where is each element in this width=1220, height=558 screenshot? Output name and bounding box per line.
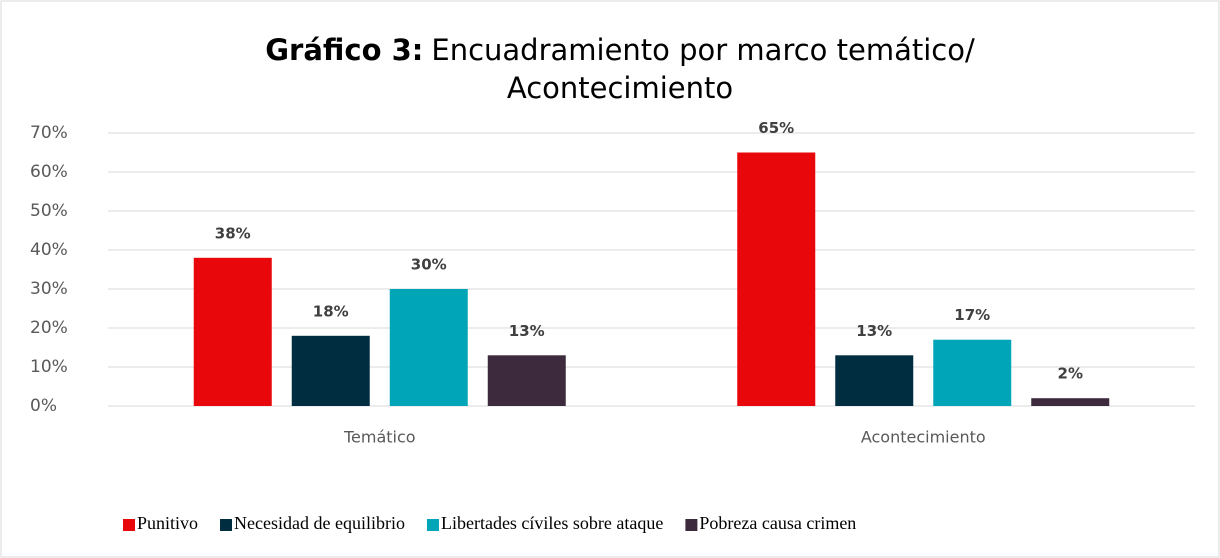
bar [487,355,566,406]
x-tick-label: Acontecimiento [861,428,986,447]
legend-swatch [426,519,439,531]
legend-label: Punitivo [137,513,198,533]
y-tick-label: 70% [30,123,68,143]
bar [193,257,272,406]
value-label: 38% [215,224,251,242]
y-tick-label: 20% [30,318,68,338]
value-label: 65% [758,119,794,137]
bar [291,335,370,406]
bar [1031,398,1110,406]
value-label: 2% [1058,365,1083,383]
bar [835,355,914,406]
legend-swatch [685,519,698,531]
chart-title: Gráfico 3: Encuadramiento por marco temát… [265,33,975,67]
value-label: 30% [411,256,447,274]
value-label: 18% [313,302,349,320]
legend-label: Necesidad de equilibrio [234,513,405,533]
legend-label: Pobreza causa crimen [699,513,856,533]
y-tick-label: 40% [30,240,68,260]
y-tick-label: 50% [30,201,68,221]
value-label: 17% [954,306,990,324]
bar [933,339,1012,406]
title-line: Acontecimiento [507,71,733,105]
title-line: Encuadramiento por marco temático/ [431,33,975,67]
x-tick-label: Temático [343,428,416,447]
y-tick-label: 10% [30,357,68,377]
value-label: 13% [856,322,892,340]
legend-swatch [123,519,135,531]
title-bold: Gráfico 3: [265,33,423,67]
bar [389,289,468,406]
bar [737,152,816,406]
legend-swatch [220,519,233,531]
y-tick-label: 60% [30,162,68,182]
legend-label: Libertades cíviles sobre ataque [441,513,663,533]
y-tick-label: 30% [30,279,68,299]
y-tick-label: 0% [30,396,57,416]
value-label: 13% [509,322,545,340]
